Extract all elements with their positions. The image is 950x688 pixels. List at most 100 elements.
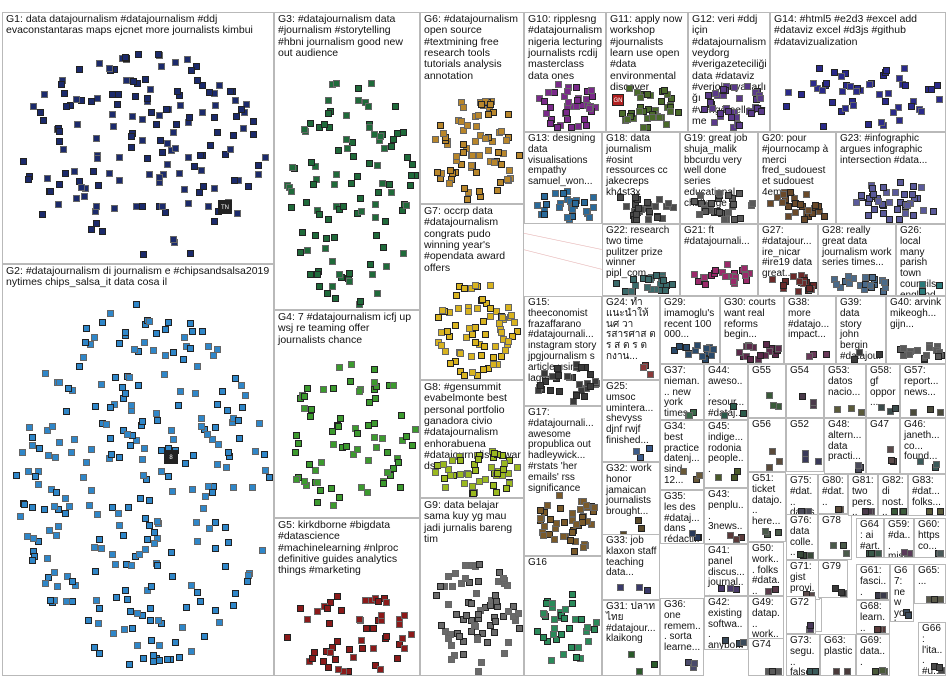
node[interactable] [326,648,334,656]
node[interactable] [226,145,234,153]
node[interactable] [287,188,295,196]
node[interactable] [877,118,885,126]
node[interactable] [398,412,406,420]
node[interactable] [134,642,142,650]
node[interactable] [119,426,127,434]
node[interactable] [53,582,61,590]
node[interactable] [591,625,599,633]
node[interactable] [894,205,902,213]
node[interactable] [362,596,370,604]
node[interactable] [830,541,838,549]
node[interactable] [867,281,874,289]
node[interactable] [158,62,166,70]
node[interactable] [141,515,149,523]
node[interactable] [134,51,142,59]
node[interactable] [496,320,503,328]
node[interactable] [440,460,448,468]
node[interactable] [30,103,38,111]
node[interactable] [56,438,64,446]
node[interactable] [515,625,523,633]
node[interactable] [324,109,332,117]
node[interactable] [646,208,654,216]
node[interactable] [900,190,908,198]
node[interactable] [433,592,441,600]
node[interactable] [50,502,58,510]
node[interactable] [866,81,874,89]
node[interactable] [346,269,354,277]
node[interactable] [204,431,212,439]
node[interactable] [355,387,363,395]
node[interactable] [586,105,594,113]
node[interactable] [487,621,495,629]
node[interactable] [323,605,331,613]
node[interactable] [449,582,457,590]
node[interactable] [213,128,221,136]
node[interactable] [696,211,704,219]
node[interactable] [70,435,78,443]
node[interactable] [292,475,300,483]
node[interactable] [37,109,45,117]
node[interactable] [544,638,552,646]
node[interactable] [39,211,47,219]
node[interactable] [146,318,154,326]
node[interactable] [485,147,493,155]
node[interactable] [568,529,576,537]
node[interactable] [50,569,58,577]
node[interactable] [102,421,110,429]
node[interactable] [875,351,883,359]
node[interactable] [215,441,223,449]
node[interactable] [240,124,248,132]
node[interactable] [60,89,68,97]
node[interactable] [52,531,60,539]
node[interactable] [718,268,726,276]
node[interactable] [471,282,479,290]
node[interactable] [35,444,43,452]
node[interactable] [447,472,455,480]
node[interactable] [162,351,169,359]
node[interactable] [769,276,777,284]
node[interactable] [643,198,651,206]
node[interactable] [225,539,233,547]
node[interactable] [288,204,296,212]
node[interactable] [64,385,72,393]
node[interactable] [229,131,237,139]
node[interactable] [694,534,702,542]
node[interactable] [143,586,151,594]
node[interactable] [886,446,894,454]
node[interactable] [544,88,552,96]
node[interactable] [693,342,701,349]
node[interactable] [114,100,122,108]
node[interactable] [12,471,20,479]
node[interactable] [121,587,129,595]
node[interactable] [25,176,33,184]
node[interactable] [468,368,476,376]
node[interactable] [557,505,565,513]
node[interactable] [409,442,417,450]
node[interactable] [540,522,548,530]
node[interactable] [468,152,476,160]
node[interactable] [879,183,887,191]
node[interactable] [582,121,590,129]
node[interactable] [537,506,545,514]
node[interactable] [764,588,772,595]
node[interactable] [91,567,99,575]
node[interactable] [885,198,893,206]
node[interactable] [186,249,194,257]
node[interactable] [63,103,71,111]
node[interactable] [627,650,635,658]
node[interactable] [368,271,376,279]
node[interactable] [540,634,548,642]
node[interactable] [794,288,802,295]
node[interactable] [262,466,270,474]
node[interactable] [146,617,154,625]
node[interactable] [514,609,522,617]
node[interactable] [215,618,223,626]
node[interactable] [254,170,262,178]
node[interactable] [393,130,401,138]
node[interactable] [251,447,259,455]
node[interactable] [28,441,36,449]
node[interactable] [77,184,85,192]
node[interactable] [124,595,132,603]
node[interactable] [728,114,736,122]
node[interactable] [742,271,750,279]
